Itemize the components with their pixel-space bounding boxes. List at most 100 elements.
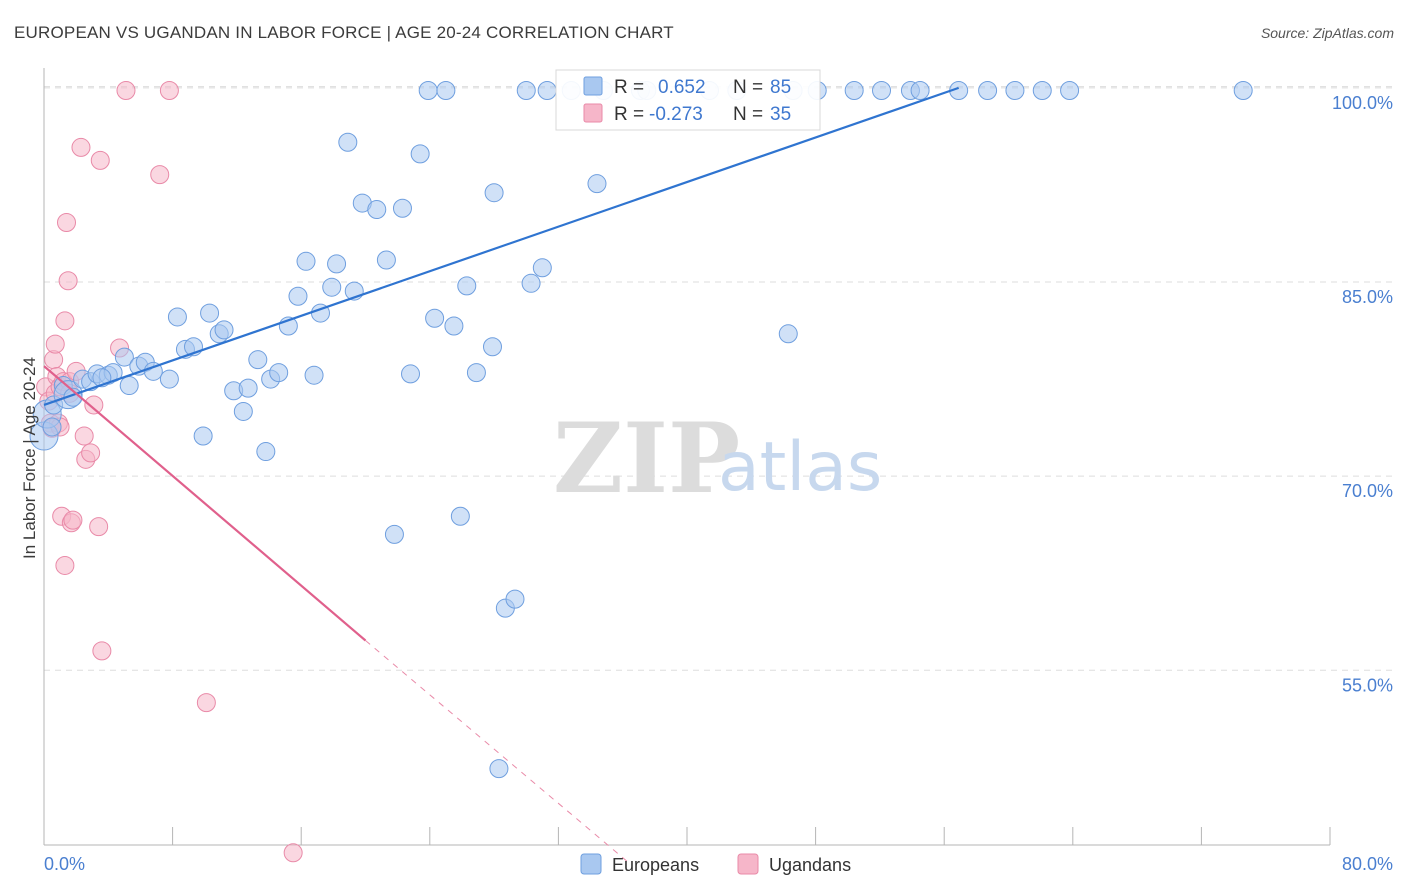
gridlines — [44, 86, 1393, 671]
ugandan-point — [89, 517, 109, 537]
european-point — [159, 369, 179, 389]
european-point — [256, 442, 276, 462]
european-point — [322, 277, 342, 297]
ugandan-point — [57, 212, 77, 232]
european-point — [392, 198, 412, 218]
watermark: ZIP atlas — [553, 402, 882, 515]
ugandans-points — [36, 80, 303, 863]
european-point — [327, 254, 347, 274]
y-axis-label: In Labor Force | Age 20-24 — [20, 357, 39, 559]
ugandans-trend-line — [43, 365, 367, 642]
bottom-legend: Europeans Ugandans — [580, 853, 851, 875]
european-point — [505, 589, 525, 609]
ugandan-point — [84, 395, 104, 415]
european-point — [910, 80, 930, 100]
ugandan-point — [81, 443, 101, 463]
legend-label-ugandans: Ugandans — [769, 855, 851, 875]
legend-swatch-ugandans — [737, 853, 759, 875]
european-point — [532, 258, 552, 278]
stats-europeans-n-value: 85 — [770, 77, 791, 98]
chart-title: EUROPEAN VS UGANDAN IN LABOR FORCE | AGE… — [14, 23, 674, 42]
y-tick-label-55: 55.0% — [1342, 675, 1393, 695]
european-point — [410, 144, 430, 164]
y-tick-label-100: 100.0% — [1332, 93, 1393, 113]
ugandan-point — [196, 693, 216, 713]
x-tick-label-max: 80.0% — [1342, 854, 1393, 874]
european-point — [444, 316, 464, 336]
stats-ugandans-r-label: R = — [614, 104, 644, 125]
european-point — [1032, 80, 1052, 100]
european-point — [167, 307, 187, 327]
ugandan-point — [283, 843, 303, 863]
european-point — [778, 324, 798, 344]
european-point — [401, 364, 421, 384]
ugandan-point — [90, 150, 110, 170]
european-point — [119, 376, 139, 396]
ugandan-point — [159, 80, 179, 100]
european-point — [436, 80, 456, 100]
european-point — [1233, 80, 1253, 100]
european-point — [376, 250, 396, 270]
european-point — [200, 303, 220, 323]
european-point — [587, 174, 607, 194]
ugandan-point — [45, 334, 65, 354]
european-point — [42, 417, 62, 437]
european-point — [367, 200, 387, 220]
ugandan-point — [150, 165, 170, 185]
y-tick-labels: 55.0% 70.0% 85.0% 100.0% — [1332, 93, 1393, 695]
watermark-zip: ZIP — [553, 402, 740, 515]
legend-swatch-europeans — [580, 853, 602, 875]
european-point — [296, 251, 316, 271]
europeans-trend-line — [43, 86, 960, 407]
european-point — [484, 183, 504, 203]
watermark-atlas: atlas — [718, 428, 882, 507]
european-point — [978, 80, 998, 100]
european-point — [114, 347, 134, 367]
europeans-points — [29, 80, 1253, 779]
chart-source: Source: ZipAtlas.com — [1261, 25, 1394, 41]
european-point — [872, 80, 892, 100]
european-point — [248, 350, 268, 370]
stats-europeans-r-value: 0.652 — [658, 77, 706, 98]
european-point — [521, 273, 541, 293]
european-point — [238, 378, 258, 398]
european-point — [1005, 80, 1025, 100]
y-tick-label-85: 85.0% — [1342, 287, 1393, 307]
stats-legend: R = 0.652 N = 85 R = -0.273 N = 35 — [555, 69, 821, 131]
stats-ugandans-n-value: 35 — [770, 104, 791, 125]
european-point — [193, 426, 213, 446]
stats-swatch-ugandans — [583, 103, 603, 123]
stats-ugandans-n-label: N = — [733, 104, 763, 125]
ugandan-point — [55, 555, 75, 575]
stats-europeans-n-label: N = — [733, 77, 763, 98]
european-point — [457, 276, 477, 296]
trend-lines — [43, 86, 960, 865]
european-point — [233, 401, 253, 421]
european-point — [516, 80, 536, 100]
ugandan-point — [92, 641, 112, 661]
european-point — [1060, 80, 1080, 100]
european-point — [418, 80, 438, 100]
stats-ugandans-r-value: -0.273 — [649, 104, 703, 125]
european-point — [425, 308, 445, 328]
european-point — [537, 80, 557, 100]
y-tick-label-70: 70.0% — [1342, 481, 1393, 501]
european-point — [844, 80, 864, 100]
european-point — [384, 524, 404, 544]
european-point — [338, 132, 358, 152]
european-point — [214, 320, 234, 340]
ugandan-point — [116, 80, 136, 100]
axes — [43, 68, 1331, 846]
ugandan-point — [71, 137, 91, 157]
stats-europeans-r-label: R = — [614, 77, 644, 98]
european-point — [269, 363, 289, 383]
european-point — [288, 286, 308, 306]
european-point — [482, 337, 502, 357]
european-point — [466, 363, 486, 383]
ugandans-trend-extension — [365, 640, 632, 865]
x-tick-label-min: 0.0% — [44, 854, 85, 874]
stats-swatch-europeans — [583, 76, 603, 96]
ugandan-point — [58, 271, 78, 291]
european-point — [304, 365, 324, 385]
